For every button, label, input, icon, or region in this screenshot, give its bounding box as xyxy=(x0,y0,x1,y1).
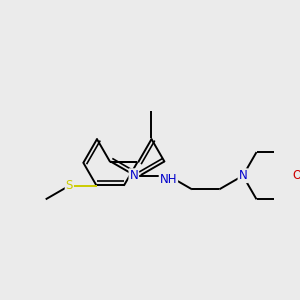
Text: NH: NH xyxy=(160,173,177,186)
Text: O: O xyxy=(293,169,300,182)
Text: N: N xyxy=(238,169,247,182)
Text: N: N xyxy=(130,169,138,182)
Text: S: S xyxy=(66,179,73,192)
